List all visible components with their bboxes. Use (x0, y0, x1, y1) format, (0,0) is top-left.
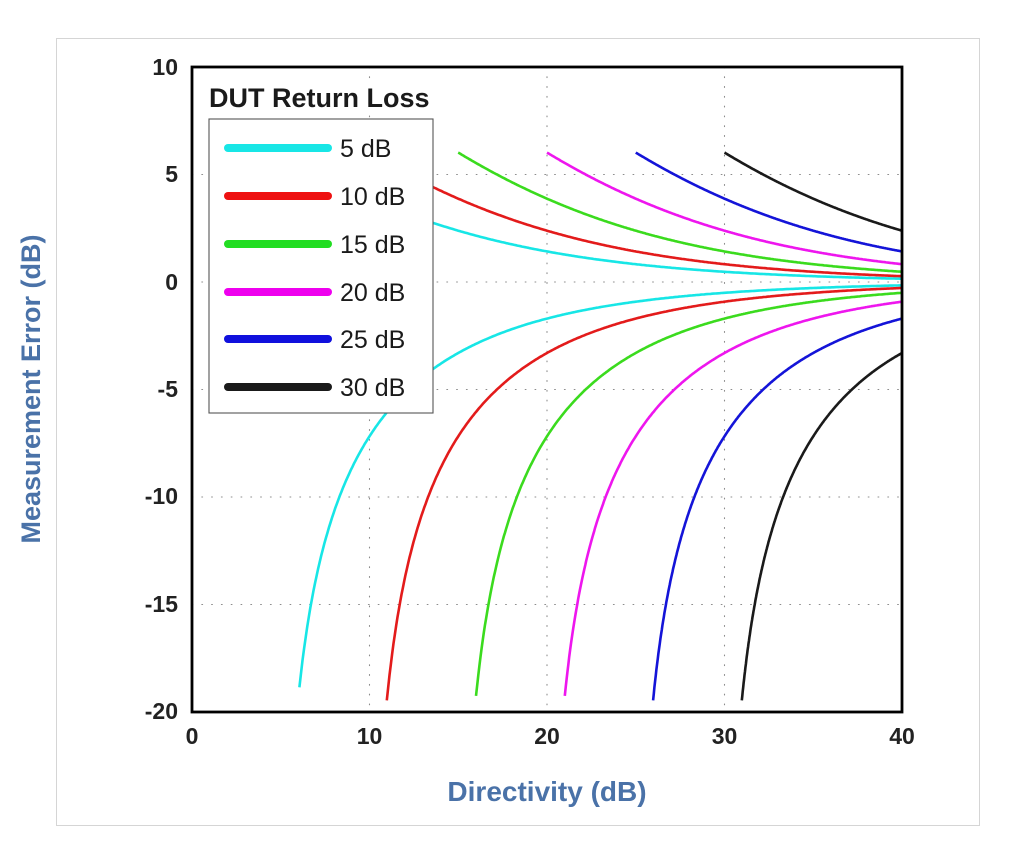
svg-text:-5: -5 (158, 376, 179, 402)
svg-text:0: 0 (165, 269, 178, 295)
svg-text:10: 10 (357, 723, 383, 749)
svg-text:Measurement Error (dB): Measurement Error (dB) (16, 234, 46, 543)
svg-text:30 dB: 30 dB (340, 374, 405, 402)
svg-text:20: 20 (534, 723, 560, 749)
svg-text:5: 5 (165, 161, 178, 187)
svg-text:0: 0 (186, 723, 199, 749)
svg-text:30: 30 (712, 723, 738, 749)
svg-text:40: 40 (889, 723, 915, 749)
svg-text:-15: -15 (145, 591, 178, 617)
svg-text:-20: -20 (145, 698, 178, 724)
svg-text:10 dB: 10 dB (340, 183, 405, 211)
svg-text:5 dB: 5 dB (340, 135, 391, 163)
svg-text:-10: -10 (145, 483, 178, 509)
svg-text:DUT Return Loss: DUT Return Loss (209, 83, 430, 113)
svg-text:10: 10 (152, 54, 178, 80)
svg-text:20 dB: 20 dB (340, 279, 405, 307)
svg-text:15 dB: 15 dB (340, 231, 405, 259)
svg-text:25 dB: 25 dB (340, 326, 405, 354)
